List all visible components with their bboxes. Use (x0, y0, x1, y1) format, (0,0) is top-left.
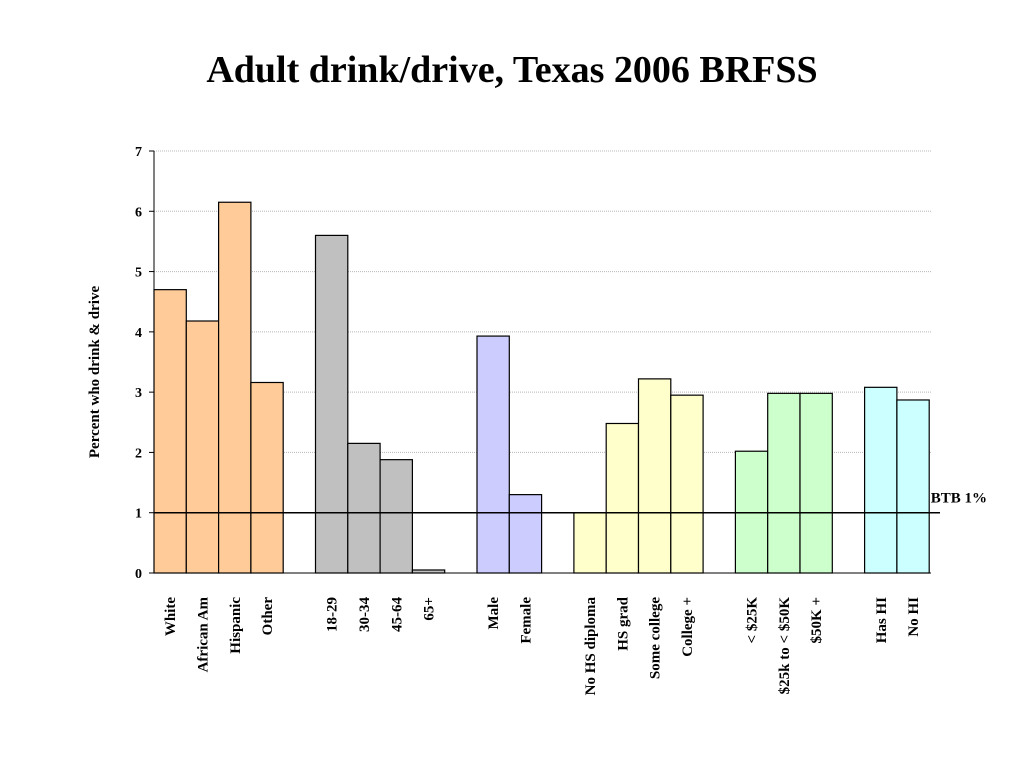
category-label: College + (680, 597, 696, 657)
y-tick-label: 5 (135, 266, 142, 281)
bar (185, 320, 220, 574)
y-tick-label: 1 (135, 507, 142, 522)
bar (896, 399, 930, 574)
bar (605, 422, 640, 574)
category-label: 30-34 (357, 597, 373, 632)
y-tick-label: 6 (135, 205, 142, 220)
bar (670, 394, 704, 574)
bar (250, 381, 284, 574)
category-label: Other (260, 597, 276, 636)
category-label: $50K + (809, 597, 825, 643)
reference-line-label: BTB 1% (931, 491, 987, 507)
bar (314, 234, 349, 574)
bar (379, 459, 414, 574)
bar (799, 392, 833, 574)
category-label: No HS diploma (583, 597, 599, 696)
bar (573, 512, 607, 574)
y-tick-label: 2 (135, 446, 142, 461)
bar (508, 494, 543, 574)
category-label: 18-29 (325, 597, 341, 632)
category-label: HS grad (615, 596, 631, 650)
category-label: African Am (195, 596, 211, 672)
bar (767, 392, 801, 574)
category-label: < $25K (745, 597, 761, 644)
y-tick-label: 0 (135, 567, 142, 582)
bar (476, 335, 510, 574)
y-axis-title: Percent who drink & drive (87, 286, 103, 459)
category-label: 45-64 (389, 597, 405, 632)
category-label: Some college (648, 597, 664, 679)
y-tick-label: 4 (135, 326, 142, 341)
category-label: Male (486, 597, 502, 630)
category-label: White (163, 597, 179, 637)
chart-title: Adult drink/drive, Texas 2006 BRFSS (206, 49, 818, 91)
bar (863, 386, 898, 574)
category-label: Has HI (874, 597, 890, 643)
bar (637, 378, 672, 574)
y-tick-label: 3 (135, 386, 142, 401)
y-tick-label: 7 (135, 145, 142, 160)
category-label: Female (518, 597, 534, 644)
category-label: No HI (906, 597, 922, 637)
category-label: Hispanic (228, 597, 244, 654)
category-label: 65+ (422, 597, 438, 621)
category-label: $25k to < $50K (777, 597, 793, 695)
bar (218, 201, 252, 574)
bar (153, 289, 187, 574)
bar (347, 442, 381, 574)
